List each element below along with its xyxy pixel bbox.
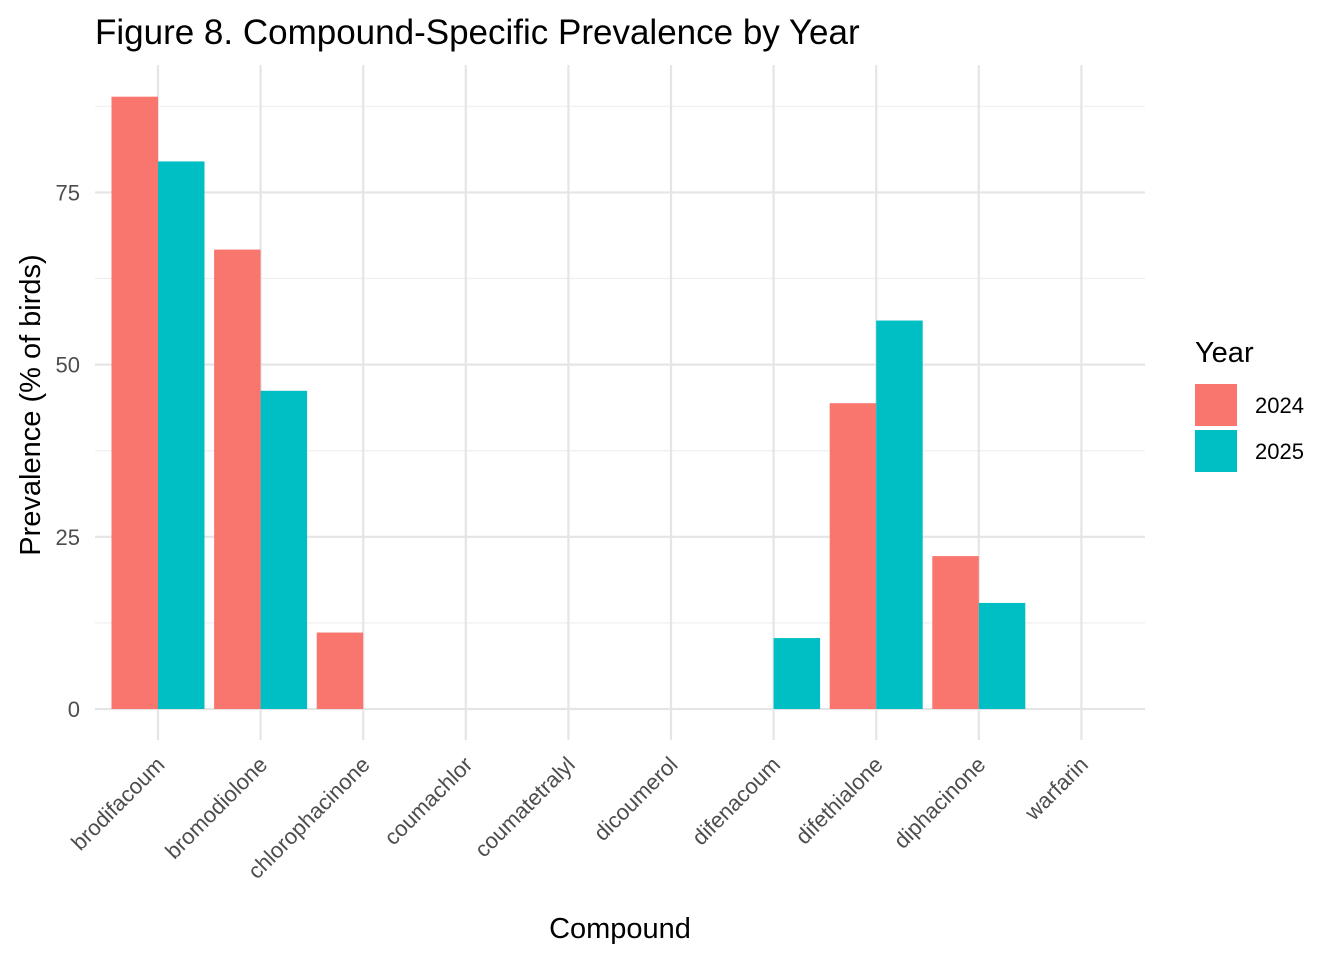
bar-2025-difethialone <box>876 320 923 710</box>
legend-key-2025 <box>1195 430 1237 472</box>
x-tick-label: coumachlor <box>379 752 477 850</box>
y-tick-label: 50 <box>56 353 80 378</box>
x-tick-label: brodifacoum <box>66 752 169 855</box>
bars <box>111 96 1026 710</box>
y-tick-labels: 0 25 50 75 <box>56 180 80 722</box>
bar-2025-bromodiolone <box>260 390 308 710</box>
x-tick-label: difenacoum <box>687 752 785 850</box>
bar-2024-bromodiolone <box>214 249 261 710</box>
legend-key-2024 <box>1195 384 1237 426</box>
x-tick-label: difethialone <box>790 752 887 849</box>
legend-title: Year <box>1195 337 1254 369</box>
x-axis-title: Compound <box>549 913 691 945</box>
x-tick-label: diphacinone <box>889 752 991 854</box>
y-tick-label: 25 <box>56 525 80 550</box>
x-tick-label: dicoumerol <box>589 752 683 846</box>
bar-2025-brodifacoum <box>158 161 205 710</box>
bar-2024-brodifacoum <box>111 96 158 710</box>
chart-title: Figure 8. Compound-Specific Prevalence b… <box>95 13 860 52</box>
x-tick-label: coumatetralyl <box>470 752 580 862</box>
legend-label-2024: 2024 <box>1255 393 1304 418</box>
bar-2025-difenacoum <box>773 638 821 710</box>
legend: Year 2024 2025 <box>1195 337 1304 472</box>
y-tick-label: 75 <box>56 180 80 205</box>
bar-2024-diphacinone <box>932 556 979 710</box>
y-axis-title: Prevalence (% of birds) <box>15 254 47 555</box>
bar-2024-difethialone <box>829 403 877 710</box>
x-tick-label: bromodiolone <box>160 752 272 864</box>
bar-2024-chlorophacinone <box>316 632 364 710</box>
y-tick-label: 0 <box>68 697 80 722</box>
x-tick-label: warfarin <box>1019 752 1093 826</box>
bar-2025-diphacinone <box>978 602 1026 710</box>
legend-label-2025: 2025 <box>1255 439 1304 464</box>
